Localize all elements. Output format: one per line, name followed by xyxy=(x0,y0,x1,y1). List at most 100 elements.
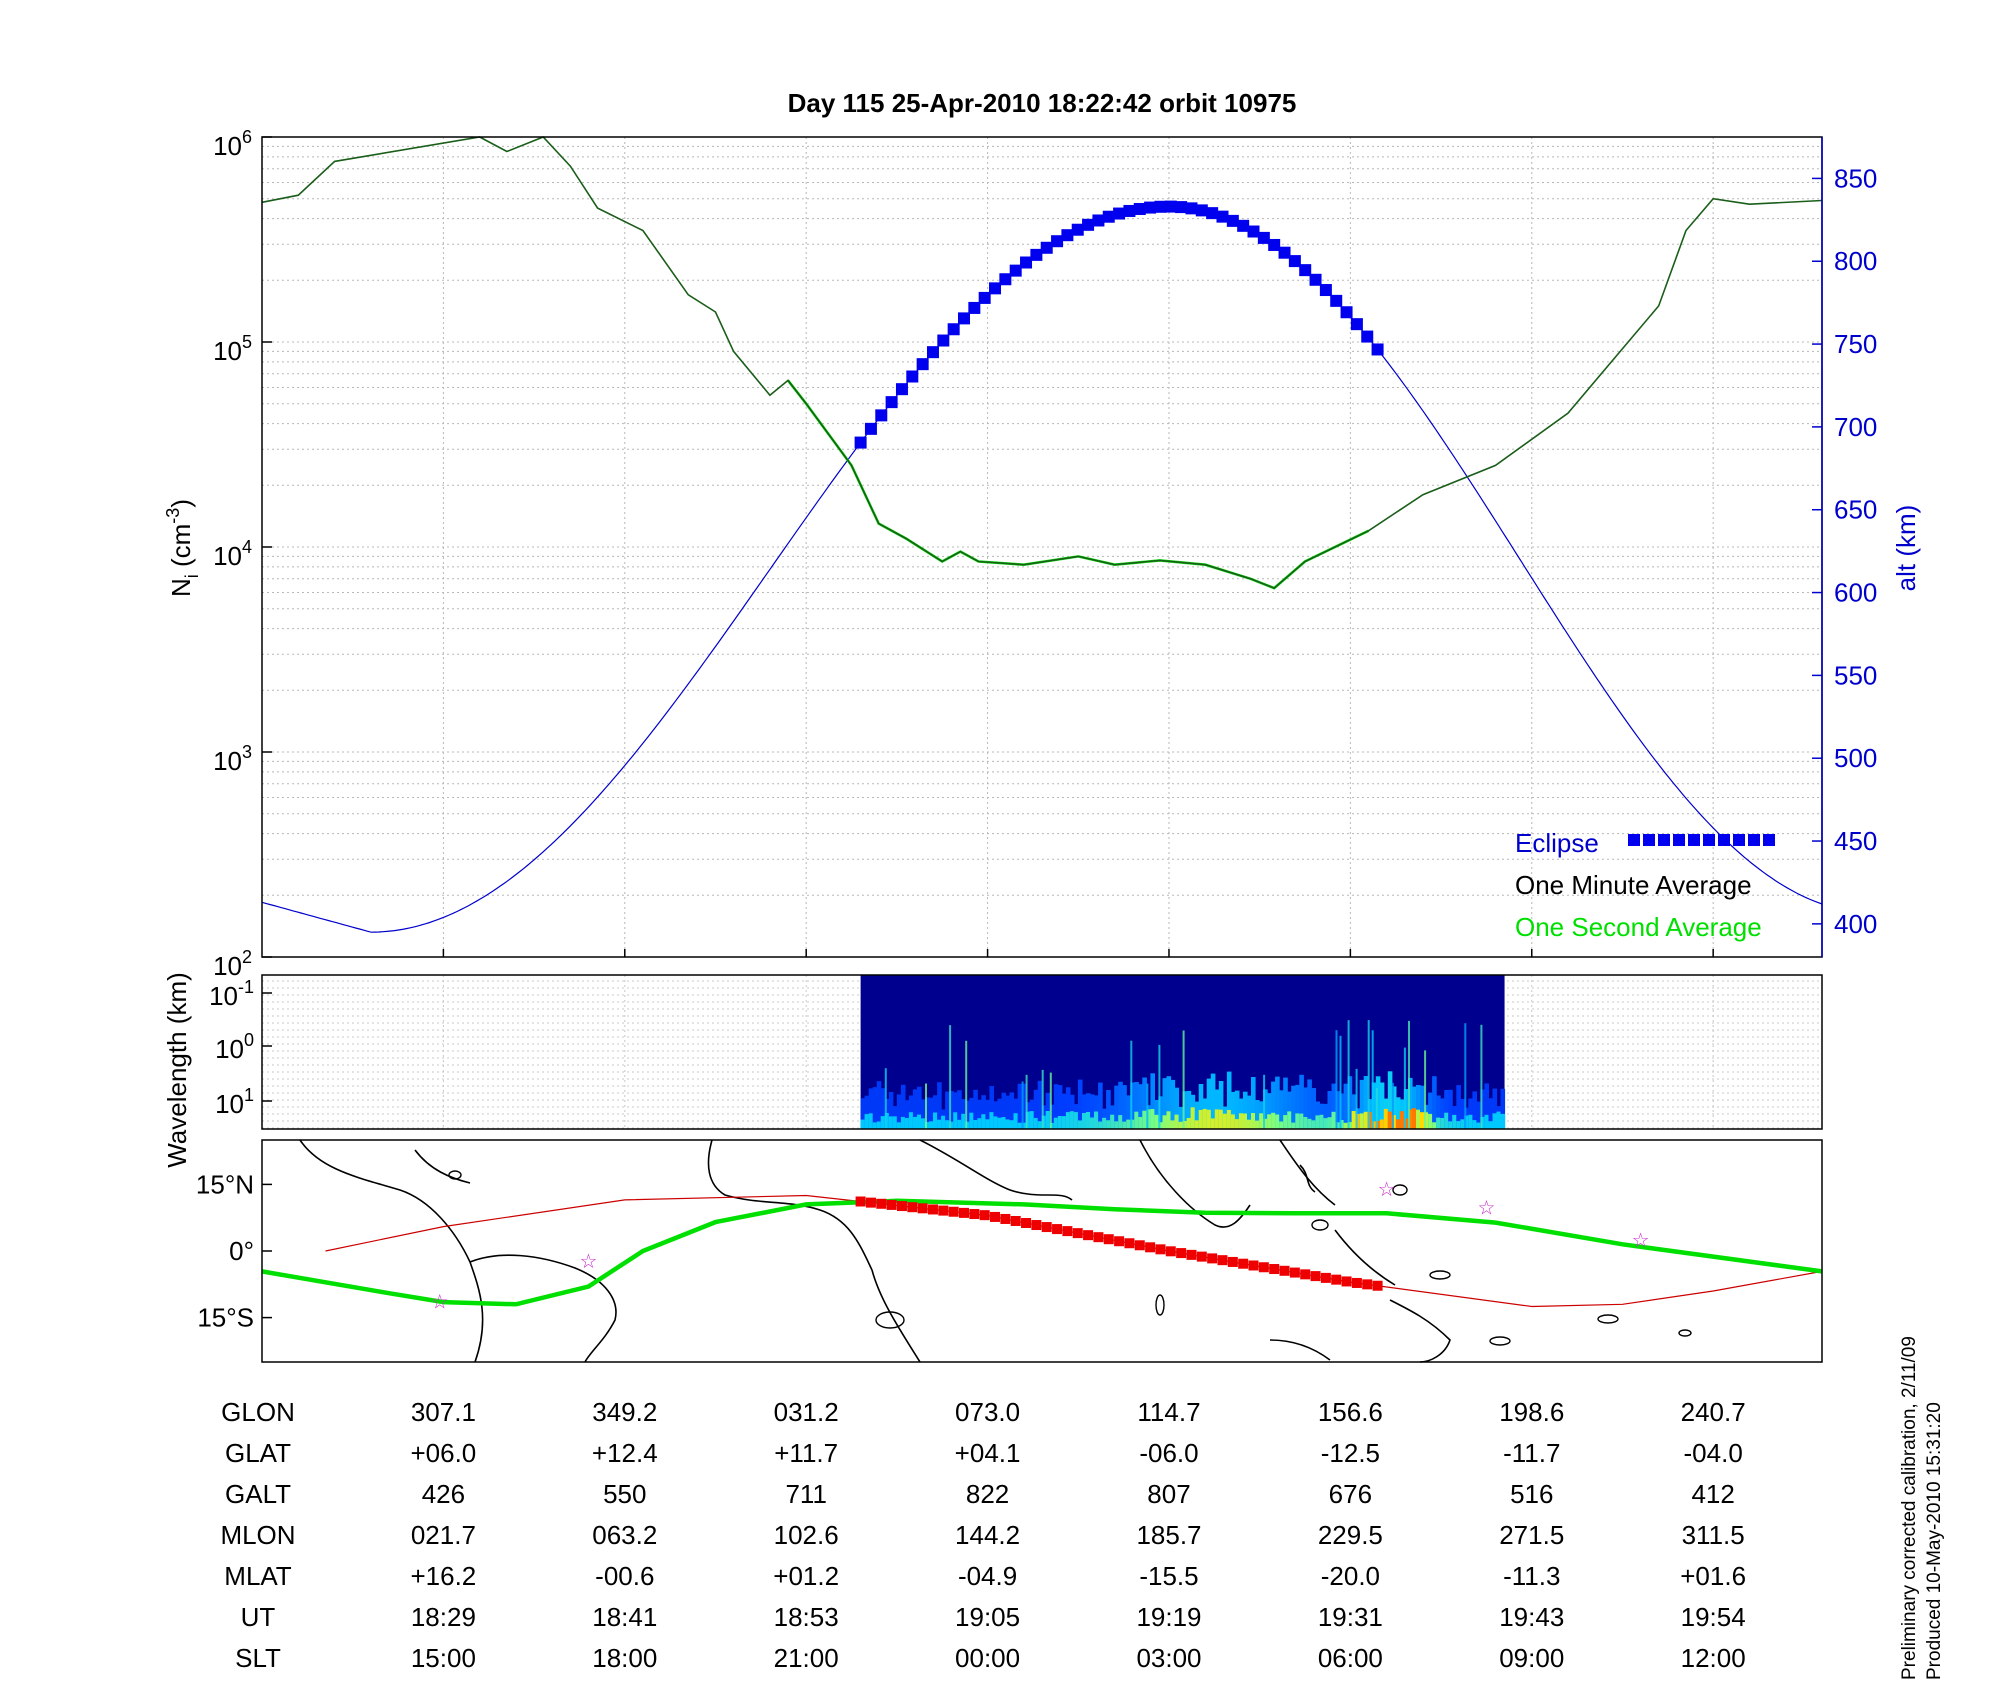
spectrogram-panel: 10-1 100 101 Wavelength (km) xyxy=(162,972,1823,1168)
table-row-label: MLON xyxy=(220,1520,295,1550)
spectrogram-cell xyxy=(1118,1081,1123,1129)
table-cell: 031.2 xyxy=(774,1397,839,1427)
spectrogram-cell xyxy=(1371,1030,1374,1129)
spectrogram-cell xyxy=(1061,1116,1067,1129)
spectrogram-cell xyxy=(1122,1085,1127,1129)
footnote: Preliminary corrected calibration, 2/11/… xyxy=(1899,1336,1945,1680)
density-data xyxy=(261,136,1823,933)
altitude-tick-label: 800 xyxy=(1834,246,1877,276)
spectrogram-cell xyxy=(872,1087,878,1129)
spectrogram-cell xyxy=(1383,1108,1389,1129)
spectrogram-cell xyxy=(1371,1082,1377,1129)
eclipse-marker xyxy=(1288,255,1301,268)
eclipse-marker xyxy=(999,273,1012,286)
coastline xyxy=(1389,1299,1451,1363)
spectrogram-cell xyxy=(1263,1089,1268,1129)
spectrogram-cell xyxy=(1347,1122,1353,1129)
table-cell: 114.7 xyxy=(1137,1397,1200,1427)
ground-track-axes: 15°N 0° 15°S xyxy=(196,1169,272,1333)
spectrogram-cell xyxy=(1082,1113,1087,1129)
eclipse-track-marker xyxy=(1341,1276,1352,1287)
eclipse-track-marker xyxy=(990,1211,1001,1222)
spectrogram-cell xyxy=(1335,1091,1341,1129)
spectrogram-cell xyxy=(908,1112,914,1129)
eclipse-track-marker xyxy=(1300,1269,1311,1280)
table-cell: +16.2 xyxy=(410,1561,476,1591)
spectrogram-cell xyxy=(1436,1117,1441,1129)
spectrogram-cell xyxy=(880,1116,886,1129)
eclipse-marker xyxy=(1257,231,1270,244)
table-cell: 19:54 xyxy=(1681,1602,1746,1632)
eclipse-marker xyxy=(1175,201,1188,214)
eclipse-track-marker xyxy=(1331,1274,1342,1285)
table-cell: 19:43 xyxy=(1499,1602,1564,1632)
eclipse-track-marker xyxy=(948,1206,959,1217)
spectrogram-axes: 10-1 100 101 xyxy=(209,977,272,1119)
spectrogram-cell xyxy=(1130,1040,1133,1129)
spectrogram-cell xyxy=(989,1112,994,1129)
one-minute-average-line xyxy=(261,136,1823,590)
eclipse-marker xyxy=(1030,248,1043,261)
spectrogram-cell xyxy=(1102,1117,1107,1129)
table-cell: 198.6 xyxy=(1499,1397,1564,1427)
spectrogram-cell xyxy=(1307,1079,1312,1129)
spectrogram-cell xyxy=(977,1099,982,1129)
table-cell: -11.3 xyxy=(1503,1561,1560,1591)
eclipse-track-marker xyxy=(907,1202,918,1213)
table-cell: 18:53 xyxy=(774,1602,839,1632)
spectrogram-cell xyxy=(937,1082,942,1129)
spectrogram-cell xyxy=(1005,1119,1011,1129)
eclipse-track-marker xyxy=(1372,1280,1383,1291)
spectrogram-cell xyxy=(945,1091,950,1129)
spectrogram-cell xyxy=(1255,1100,1260,1129)
spectrogram-cell xyxy=(1210,1073,1216,1129)
legend-eclipse-marker xyxy=(1718,834,1730,846)
spectrogram-cell xyxy=(1408,1020,1410,1129)
spectrogram-cell xyxy=(1335,1122,1341,1129)
eclipse-marker xyxy=(937,334,950,347)
spectrogram-cell xyxy=(1041,1069,1044,1129)
eclipse-marker xyxy=(1361,330,1374,343)
density-tick-label: 104 xyxy=(213,537,252,571)
eclipse-track-marker xyxy=(1010,1215,1021,1226)
spectrogram-cell xyxy=(1444,1112,1449,1129)
spectrogram-cell xyxy=(1484,1114,1489,1129)
legend-eclipse-marker xyxy=(1688,834,1700,846)
spectrogram-cell xyxy=(1174,1114,1180,1129)
spectrogram-cell xyxy=(953,1112,958,1129)
spectrogram-cell xyxy=(1468,1114,1473,1129)
spectrogram-cell xyxy=(1391,1086,1397,1129)
spectrogram-cell xyxy=(1339,1093,1345,1129)
spectrogram-cell xyxy=(876,1081,882,1129)
eclipse-marker xyxy=(1268,238,1281,251)
spectrogram-cell xyxy=(1142,1110,1147,1129)
spectrogram-cell xyxy=(1492,1113,1498,1129)
spectrogram-cell xyxy=(1375,1088,1378,1129)
table-cell: -00.6 xyxy=(595,1561,654,1591)
spectrogram-cell xyxy=(1379,1082,1385,1129)
spectrogram-cell xyxy=(961,1113,966,1129)
island-outline xyxy=(1311,1219,1329,1231)
spectrogram-cell xyxy=(1403,1118,1409,1129)
figure-title: Day 115 25-Apr-2010 18:22:42 orbit 10975 xyxy=(788,88,1297,118)
eclipse-track-marker xyxy=(1238,1258,1249,1269)
spectrogram-cell xyxy=(1403,1089,1409,1129)
table-cell: 229.5 xyxy=(1318,1520,1383,1550)
spectrogram-cell xyxy=(1077,1079,1083,1129)
table-row-label: MLAT xyxy=(224,1561,292,1591)
eclipse-track-marker xyxy=(1155,1244,1166,1255)
spectrogram-cell xyxy=(1182,1091,1188,1129)
eclipse-track-marker xyxy=(1248,1260,1259,1271)
spectrogram-cell xyxy=(1363,1076,1369,1129)
legend-eclipse-marker xyxy=(1748,834,1760,846)
spectrogram-cell xyxy=(1271,1112,1276,1129)
table-cell: 412 xyxy=(1691,1479,1734,1509)
table-cell: 240.7 xyxy=(1681,1397,1746,1427)
density-tick-label: 103 xyxy=(213,742,252,776)
island-outline xyxy=(1678,1329,1692,1337)
eclipse-track-marker xyxy=(1176,1248,1187,1259)
density-axes: 102 103 104 105 106 400 450 500 550 600 650 700 750 8… xyxy=(213,127,1877,981)
eclipse-marker xyxy=(1040,241,1053,254)
spectrogram-cell xyxy=(973,1120,978,1129)
